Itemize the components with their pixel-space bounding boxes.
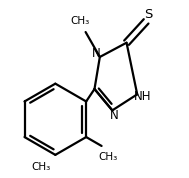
- Text: CH₃: CH₃: [71, 16, 90, 26]
- Text: CH₃: CH₃: [98, 152, 117, 162]
- Text: NH: NH: [134, 90, 151, 103]
- Text: N: N: [110, 109, 119, 122]
- Text: N: N: [92, 47, 101, 60]
- Text: CH₃: CH₃: [32, 162, 51, 172]
- Text: S: S: [144, 8, 152, 21]
